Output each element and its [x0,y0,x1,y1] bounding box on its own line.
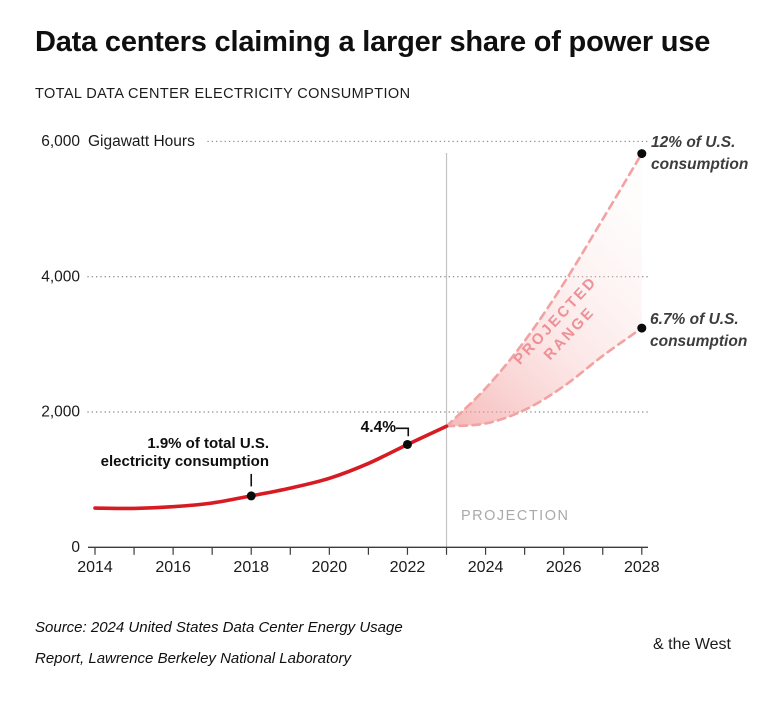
y-tick-label: 6,000 [41,133,80,150]
projection-label: PROJECTION [461,508,570,524]
historical-line [93,424,449,511]
projection-low-line [445,326,644,428]
projected-range-band [446,153,642,427]
series-lines-group [93,424,449,511]
source-line2: Report, Lawrence Berkeley National Labor… [35,649,352,667]
chart-subtitle: TOTAL DATA CENTER ELECTRICITY CONSUMPTIO… [35,86,411,102]
annotation-1-9-line1: 1.9% of total U.S. [147,435,269,452]
annotation-1-9-percent: 1.9% of total U.S. electricity consumpti… [85,435,269,471]
gridlines-group: 6,000 4,000 2,000 0 Gigawatt Hours [41,133,649,556]
markers-group [246,149,647,501]
data-point-marker [637,149,647,159]
low-projection-label: 6.7% of U.S. consumption [650,309,747,352]
y-tick-label: 0 [71,539,80,556]
data-point-marker [246,491,256,501]
source-credit: Source: 2024 United States Data Center E… [35,613,403,674]
x-tick-label: 2026 [546,559,582,576]
high-projection-label: 12% of U.S. consumption [651,132,748,175]
x-tick-label: 2028 [624,559,660,576]
data-point-marker [637,323,647,333]
x-tick-label: 2022 [390,559,426,576]
projection-high-line [445,152,644,428]
projection-band-group [445,152,644,428]
annotation-4-4-percent: 4.4% [360,419,396,436]
axis-group: 2014 2016 2018 2020 2022 2024 2026 2028 [77,546,660,576]
page-title: Data centers claiming a larger share of … [35,26,711,58]
x-tick-label: 2020 [312,559,348,576]
y-tick-label: 2,000 [41,404,80,421]
annotation-bracket [395,427,410,437]
x-tick-label: 2024 [468,559,504,576]
low-projection-line2: consumption [650,332,748,350]
high-projection-line1: 12% of U.S. [651,134,736,151]
high-projection-line2: consumption [651,155,749,173]
x-tick-label: 2016 [155,559,191,576]
source-line1: Source: 2024 United States Data Center E… [35,619,403,636]
y-axis-unit-label: Gigawatt Hours [88,133,195,150]
data-point-marker [402,439,412,449]
x-tick-label: 2018 [233,559,269,576]
annotation-1-9-line2: electricity consumption [100,453,269,470]
x-tick-label: 2014 [77,559,113,576]
publication-logo: & the West [653,636,731,653]
y-tick-label: 4,000 [41,268,80,285]
low-projection-line1: 6.7% of U.S. [650,311,739,328]
